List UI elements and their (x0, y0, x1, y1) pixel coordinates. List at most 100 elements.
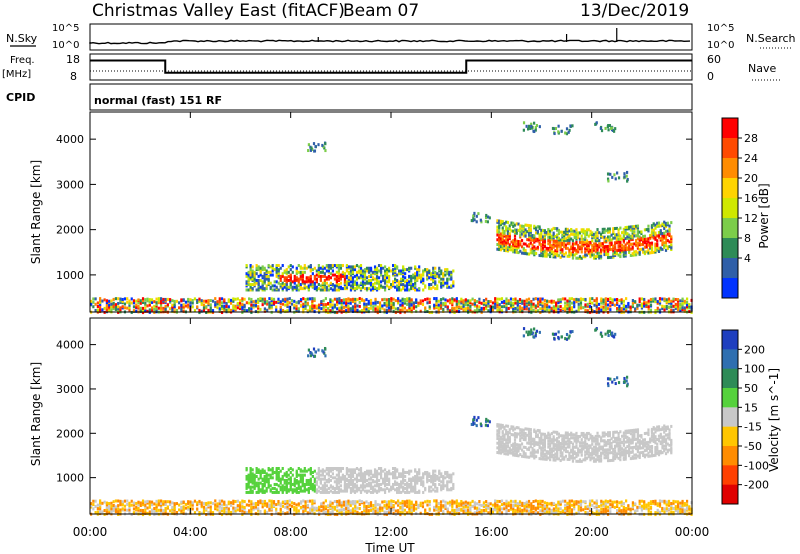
velocity-cell (448, 503, 452, 507)
power-cell (536, 239, 539, 243)
velocity-cell (146, 506, 149, 510)
power-cell (255, 278, 258, 282)
power-cell (196, 298, 199, 302)
power-cell (303, 266, 306, 270)
power-cell (550, 306, 553, 310)
power-cell (261, 303, 264, 307)
velocity-cell (439, 505, 443, 509)
velocity-cell (94, 511, 97, 515)
velocity-cell (676, 501, 680, 505)
velocity-cell (663, 501, 666, 505)
velocity-cell (313, 501, 316, 505)
power-cell (626, 241, 629, 245)
power-cell (275, 269, 278, 273)
velocity-cell (275, 466, 278, 470)
power-cell (656, 248, 659, 252)
velocity-cell (358, 503, 361, 507)
power-cell (444, 298, 447, 302)
velocity-cell (325, 466, 328, 470)
power-cell (550, 237, 553, 241)
power-cell (331, 264, 335, 268)
power-cell (604, 297, 607, 301)
velocity-cell (269, 476, 272, 480)
velocity-cell (333, 507, 337, 511)
power-cell (295, 266, 298, 270)
power-cell (665, 298, 668, 302)
velocity-cell (340, 501, 343, 505)
velocity-cell (340, 510, 343, 514)
velocity-cell (424, 510, 427, 514)
power-cell (667, 300, 671, 304)
velocity-cell (171, 507, 174, 511)
velocity-cell (401, 510, 404, 514)
velocity-cell (505, 501, 508, 505)
power-cell (546, 305, 549, 309)
power-cell (416, 277, 419, 281)
velocity-cell (523, 502, 526, 506)
power-cell (182, 298, 185, 302)
power-cell (313, 306, 316, 310)
power-cell (150, 300, 154, 304)
velocity-cell (337, 485, 341, 489)
power-cell (351, 305, 355, 309)
power-cell (347, 301, 350, 305)
power-cell (621, 248, 624, 252)
power-cell (498, 241, 501, 245)
velocity-cell (306, 511, 309, 515)
power-cell (500, 305, 504, 309)
power-cell (232, 297, 235, 301)
velocity-cell (263, 499, 267, 503)
power-cell (649, 245, 652, 249)
power-cell (642, 236, 645, 240)
power-cell (398, 288, 401, 292)
power-cell (155, 303, 158, 307)
velocity-cell (525, 504, 528, 508)
power-cell (169, 298, 172, 302)
power-cell (592, 232, 596, 236)
power-cell (556, 243, 559, 247)
power-cell (437, 308, 440, 312)
velocity-cell (304, 504, 307, 508)
ytick-label: 4000 (56, 133, 84, 146)
power-cell (148, 298, 151, 302)
power-cell (254, 303, 257, 307)
velocity-cell (442, 511, 445, 515)
power-cell (605, 229, 608, 233)
velocity-cell (191, 501, 194, 505)
power-cell (108, 303, 111, 307)
power-cell (564, 229, 568, 233)
velocity-cell (297, 482, 300, 486)
velocity-cell (293, 477, 296, 481)
power-cell (267, 270, 270, 274)
velocity-cell (319, 473, 322, 477)
power-cell (549, 239, 552, 243)
power-cell (636, 232, 640, 236)
power-cell (311, 280, 314, 284)
velocity-cell (119, 499, 122, 503)
velocity-cell (600, 507, 603, 511)
velocity-cell (356, 500, 359, 504)
velocity-cell (573, 500, 576, 504)
power-cell (464, 303, 467, 307)
power-cell (522, 234, 525, 238)
power-cell (299, 265, 302, 269)
velocity-cell (323, 469, 326, 473)
velocity-cell (408, 504, 411, 508)
power-cell (398, 283, 401, 287)
velocity-cell (279, 477, 282, 481)
power-cell (361, 269, 365, 273)
nsky-label: N.Sky (6, 32, 38, 45)
velocity-cell (541, 506, 544, 510)
power-cell (434, 287, 437, 291)
power-cell (602, 301, 605, 305)
power-cell (313, 287, 316, 291)
power-cell (446, 272, 449, 276)
velocity-cell (674, 505, 677, 509)
power-cell (297, 280, 300, 284)
power-cell (259, 273, 262, 277)
velocity-cell (351, 510, 355, 514)
power-cell (428, 297, 431, 301)
power-cell (485, 301, 488, 305)
power-cell (381, 298, 384, 302)
velocity-cell (670, 501, 673, 505)
